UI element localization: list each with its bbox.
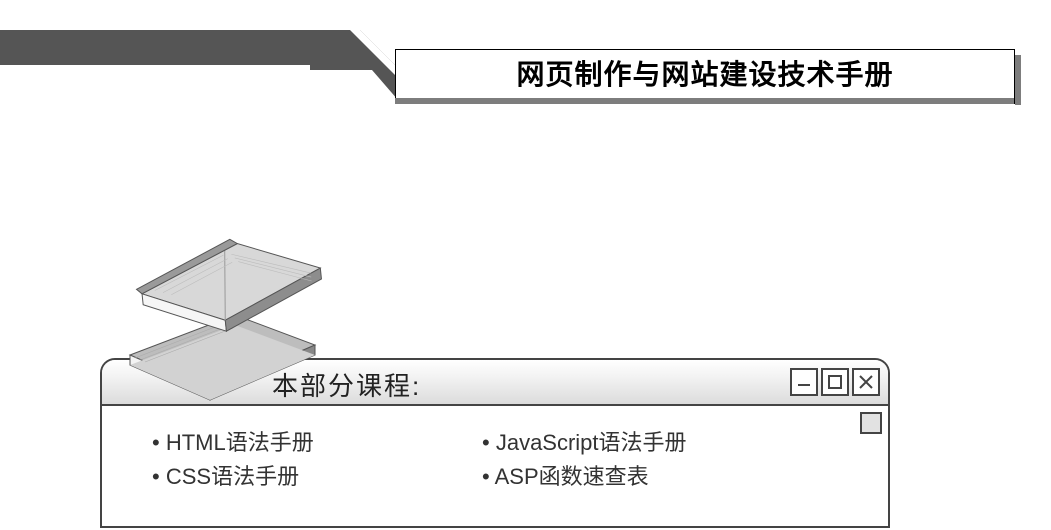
list-item: • JavaScript语法手册 xyxy=(482,426,812,460)
bullet-icon: • xyxy=(152,430,160,455)
title-shadow-bottom xyxy=(395,98,1015,104)
topic-column-1: • HTML语法手册 • CSS语法手册 xyxy=(152,426,482,494)
scrollbar-thumb[interactable] xyxy=(860,412,882,434)
page-title-box: 网页制作与网站建设技术手册 xyxy=(395,49,1015,99)
topic-label: CSS语法手册 xyxy=(166,464,299,489)
list-item: • ASP函数速查表 xyxy=(482,460,812,494)
window-body: • HTML语法手册 • CSS语法手册 • JavaScript语法手册 • … xyxy=(102,406,888,494)
bullet-icon: • xyxy=(152,464,160,489)
bullet-icon: • xyxy=(482,464,490,489)
list-item: • CSS语法手册 xyxy=(152,460,482,494)
topic-label: JavaScript语法手册 xyxy=(496,430,687,455)
window-controls xyxy=(790,368,880,396)
close-button[interactable] xyxy=(852,368,880,396)
page-title: 网页制作与网站建设技术手册 xyxy=(396,53,1014,93)
bullet-icon: • xyxy=(482,430,490,455)
list-item: • HTML语法手册 xyxy=(152,426,482,460)
maximize-button[interactable] xyxy=(821,368,849,396)
topic-label: HTML语法手册 xyxy=(166,430,314,455)
topic-columns: • HTML语法手册 • CSS语法手册 • JavaScript语法手册 • … xyxy=(152,426,858,494)
header-accent-bar xyxy=(0,30,360,65)
books-icon xyxy=(115,225,325,405)
title-shadow-side xyxy=(1015,55,1021,105)
minimize-button[interactable] xyxy=(790,368,818,396)
topic-label: ASP函数速查表 xyxy=(495,464,649,489)
topic-column-2: • JavaScript语法手册 • ASP函数速查表 xyxy=(482,426,812,494)
